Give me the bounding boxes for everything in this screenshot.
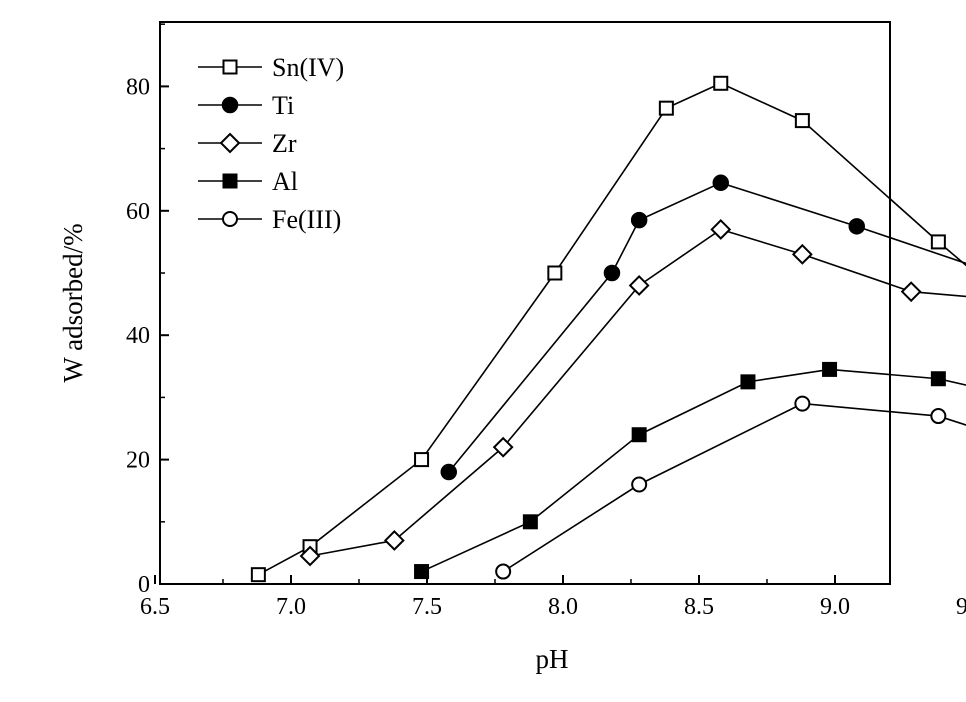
series-layer <box>250 75 966 583</box>
y-tick-label: 20 <box>126 448 150 474</box>
point-sn-iv <box>658 100 674 116</box>
point-zr <box>710 219 732 240</box>
y-tick-label: 40 <box>126 323 150 349</box>
legend-label-sn-iv: Sn(IV) <box>272 53 344 82</box>
legend-entry-al: Al <box>198 167 298 196</box>
x-tick-label: 8.0 <box>548 594 578 620</box>
y-tick-label: 80 <box>126 74 150 100</box>
legend-entry-fe-iii: Fe(III) <box>198 205 341 234</box>
point-fe-iii <box>495 563 512 580</box>
point-zr <box>299 545 321 567</box>
point-ti <box>440 463 458 481</box>
point-sn-iv <box>547 265 563 281</box>
plot-frame <box>159 21 891 585</box>
point-al <box>822 361 838 377</box>
x-tick-label: 9.0 <box>820 594 850 620</box>
series-ti <box>440 174 966 481</box>
point-fe-iii <box>631 476 648 493</box>
point-al <box>930 371 946 387</box>
legend-marker-fe-iii <box>222 211 238 227</box>
point-ti <box>848 218 866 235</box>
legend-label-zr: Zr <box>272 129 297 158</box>
x-tick-label: 7.5 <box>412 594 442 620</box>
legend-entry-ti: Ti <box>198 91 294 120</box>
point-al <box>522 514 538 530</box>
legend-marker-sn-iv <box>222 59 238 75</box>
point-fe-iii <box>794 395 811 412</box>
axis-ticks <box>154 23 836 585</box>
series-fe-iii <box>495 395 966 580</box>
legend-label-ti: Ti <box>272 91 294 120</box>
y-axis-label: W adsorbed/% <box>58 223 88 382</box>
point-sn-iv <box>713 75 729 91</box>
point-zr <box>383 530 405 551</box>
series-line-al <box>421 368 966 573</box>
legend-label-al: Al <box>272 167 298 196</box>
point-ti <box>630 211 648 229</box>
x-tick-label: 8.5 <box>684 594 714 620</box>
legend: Sn(IV) Ti Zr Al Fe(III) <box>198 53 344 234</box>
x-tick-label: 9.5 <box>956 594 966 620</box>
legend-entry-sn-iv: Sn(IV) <box>198 53 344 82</box>
point-zr <box>791 243 813 265</box>
x-tick-label: 7.0 <box>276 594 306 620</box>
y-tick-label: 0 <box>138 572 150 598</box>
series-line-fe-iii <box>502 402 966 573</box>
point-fe-iii <box>930 408 947 425</box>
series-line-ti <box>448 181 966 473</box>
point-al <box>631 427 647 443</box>
axis-tick-labels: 6.57.07.58.08.59.09.510.010.5020406080 <box>126 74 966 620</box>
point-ti <box>712 174 730 192</box>
point-al <box>740 374 756 390</box>
legend-label-fe-iii: Fe(III) <box>272 205 341 234</box>
point-sn-iv <box>414 452 430 468</box>
point-sn-iv <box>930 234 946 250</box>
point-sn-iv <box>794 113 810 129</box>
legend-marker-ti <box>221 96 239 114</box>
point-ti <box>603 264 621 282</box>
x-tick-label: 6.5 <box>140 594 170 620</box>
point-sn-iv <box>250 567 266 583</box>
x-axis-label: pH <box>536 644 569 674</box>
legend-marker-al <box>222 173 238 189</box>
point-zr <box>492 436 514 458</box>
series-zr <box>299 219 966 567</box>
point-zr <box>628 275 650 296</box>
legend-entry-zr: Zr <box>198 129 297 158</box>
y-tick-label: 60 <box>126 199 150 225</box>
series-line-sn-iv <box>257 82 966 576</box>
point-al <box>414 564 430 580</box>
legend-marker-zr <box>219 132 241 154</box>
series-line-zr <box>309 228 966 557</box>
point-zr <box>900 281 922 303</box>
series-al <box>414 361 966 580</box>
